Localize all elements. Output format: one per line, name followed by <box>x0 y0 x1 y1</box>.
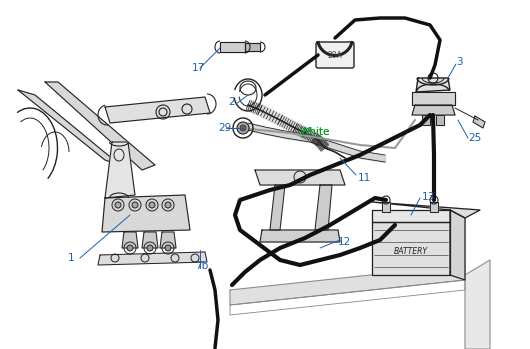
Polygon shape <box>372 222 450 275</box>
Circle shape <box>237 122 249 134</box>
Text: 25: 25 <box>468 133 481 143</box>
Text: BATTERY: BATTERY <box>394 247 428 257</box>
Polygon shape <box>142 232 158 248</box>
Polygon shape <box>245 43 260 51</box>
Polygon shape <box>98 252 207 265</box>
Circle shape <box>165 202 171 208</box>
Text: 12: 12 <box>338 237 351 247</box>
Polygon shape <box>412 92 455 105</box>
Text: 11: 11 <box>358 173 371 183</box>
Polygon shape <box>372 210 450 222</box>
Circle shape <box>147 245 153 251</box>
Polygon shape <box>315 185 332 230</box>
Text: 3: 3 <box>456 57 463 67</box>
Polygon shape <box>473 116 485 128</box>
Polygon shape <box>255 170 345 185</box>
Polygon shape <box>412 105 455 115</box>
Polygon shape <box>230 265 465 305</box>
Polygon shape <box>220 42 245 52</box>
Polygon shape <box>105 142 135 198</box>
Text: 29: 29 <box>218 123 231 133</box>
Text: White: White <box>300 127 330 137</box>
Polygon shape <box>45 82 155 170</box>
Polygon shape <box>416 78 450 92</box>
Polygon shape <box>122 232 138 248</box>
Circle shape <box>127 245 133 251</box>
Polygon shape <box>382 202 390 212</box>
Polygon shape <box>270 185 285 230</box>
Polygon shape <box>422 115 430 125</box>
Polygon shape <box>18 90 120 165</box>
Polygon shape <box>105 97 210 123</box>
Circle shape <box>132 202 138 208</box>
FancyBboxPatch shape <box>316 42 354 68</box>
Circle shape <box>149 202 155 208</box>
Text: 2: 2 <box>228 97 235 107</box>
Text: 7b: 7b <box>195 261 208 271</box>
Polygon shape <box>450 210 465 280</box>
Polygon shape <box>430 202 438 212</box>
Polygon shape <box>372 202 480 218</box>
Circle shape <box>115 202 121 208</box>
Polygon shape <box>465 260 490 349</box>
Text: 13: 13 <box>422 192 435 202</box>
Polygon shape <box>102 195 190 232</box>
Polygon shape <box>160 232 176 248</box>
Text: 17: 17 <box>192 63 205 73</box>
Text: White: White <box>300 127 330 137</box>
Text: 1: 1 <box>68 253 75 263</box>
Circle shape <box>240 125 246 131</box>
Polygon shape <box>260 230 340 242</box>
Polygon shape <box>436 115 444 125</box>
Circle shape <box>165 245 171 251</box>
Text: 20A: 20A <box>328 51 342 59</box>
